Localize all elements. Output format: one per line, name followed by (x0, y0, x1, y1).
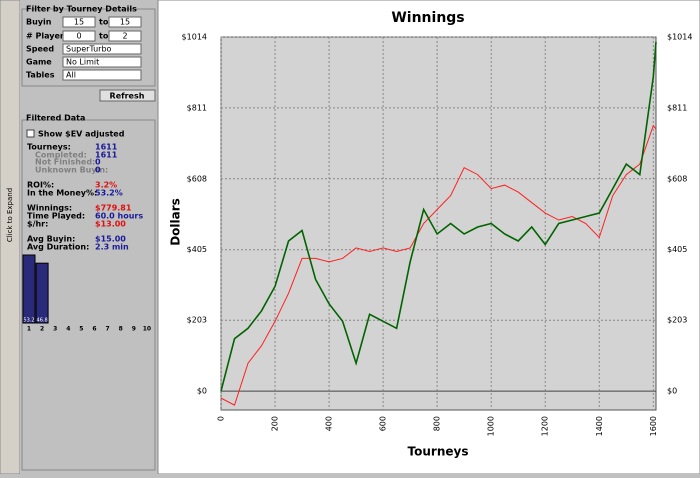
sidebar-label[interactable]: Click to Expand (6, 188, 14, 242)
stat-label: ROI%: (27, 181, 54, 190)
y2-tick-label: $608 (667, 174, 687, 183)
x-tick-label: 0 (217, 416, 226, 421)
filtered-box (21, 119, 156, 471)
hist-bar (22, 254, 36, 324)
hist-label: 8 (119, 326, 123, 333)
hist-label: 10 (143, 326, 151, 333)
chart-title: Winnings (391, 10, 464, 26)
label: to (99, 32, 109, 41)
y-tick-label: $0 (197, 387, 207, 396)
stat-label: Completed: (35, 151, 87, 160)
x-tick-label: 200 (271, 416, 280, 431)
select[interactable] (62, 69, 142, 81)
y-tick-label: $1014 (182, 33, 207, 42)
stat-value: $13.00 (95, 220, 126, 229)
label: # Players (26, 32, 69, 41)
input[interactable] (108, 30, 142, 42)
stat-value: $779.81 (95, 204, 132, 213)
y-tick-label: $811 (187, 103, 207, 112)
x-tick-label: 800 (433, 416, 442, 431)
stat-label: Avg Duration: (27, 243, 89, 252)
hist-value: 46.8 (37, 318, 48, 324)
x-tick-label: 600 (379, 416, 388, 431)
hist-label: 5 (79, 326, 83, 333)
stat-value: 3.2% (95, 181, 117, 190)
input-value: 2 (122, 32, 127, 41)
x-tick-label: 1200 (541, 416, 550, 436)
select-value: All (66, 71, 76, 80)
input-value: 15 (120, 18, 130, 27)
checkbox[interactable] (26, 129, 35, 138)
stat-value: 2.3 min (95, 243, 129, 252)
stat-label: Time Played: (27, 212, 85, 221)
x-tick-label: 1600 (649, 416, 658, 436)
stat-value: $15.00 (95, 235, 126, 244)
hist-label: 6 (92, 326, 96, 333)
stat-label: Winnings: (27, 204, 72, 213)
filter-title: Filter by Tourney Details (26, 5, 137, 14)
select[interactable] (62, 43, 142, 55)
filter-box (21, 8, 156, 87)
filtered-title: Filtered Data (26, 114, 85, 123)
input-value: 15 (74, 18, 84, 27)
label: Tables (26, 71, 55, 80)
hist-bar (35, 262, 49, 324)
input[interactable] (62, 16, 96, 28)
y-axis-label: Dollars (169, 198, 183, 246)
hist-label: 9 (132, 326, 136, 333)
stat-value: 53.2% (95, 189, 123, 198)
label: to (99, 18, 109, 27)
hist-label: 1 (27, 326, 31, 333)
input[interactable] (108, 16, 142, 28)
y2-tick-label: $203 (667, 316, 687, 325)
checkbox-label[interactable]: Show $EV adjusted (38, 130, 125, 139)
hist-label: 4 (66, 326, 70, 333)
series-line (220, 41, 657, 392)
stat-label: Unknown Buyin: (35, 166, 108, 175)
y2-tick-label: $405 (667, 245, 687, 254)
select-value: SuperTurbo (66, 45, 112, 54)
stat-value: 60.0 hours (95, 212, 143, 221)
y-tick-label: $608 (187, 174, 207, 183)
stat-label: Not Finished: (35, 158, 95, 167)
x-tick-label: 1000 (487, 416, 496, 436)
refresh-button[interactable] (99, 89, 156, 102)
stat-label: $/hr: (27, 220, 48, 229)
stat-value: 0 (95, 166, 101, 175)
x-axis-label: Tourneys (408, 445, 469, 459)
series-line (220, 124, 657, 406)
input-value: 0 (76, 32, 81, 41)
stat-value: 1611 (95, 151, 118, 160)
y2-tick-label: $811 (667, 103, 687, 112)
label: Game (26, 58, 52, 67)
hist-label: 3 (53, 326, 57, 333)
refresh-label[interactable]: Refresh (110, 92, 145, 101)
hist-value: 53.2 (23, 318, 34, 324)
label: Buyin (26, 18, 52, 27)
y-tick-label: $203 (187, 316, 207, 325)
select[interactable] (62, 56, 142, 68)
y2-tick-label: $1014 (667, 33, 692, 42)
y-tick-label: $405 (187, 245, 207, 254)
stat-value: 0 (95, 158, 101, 167)
stat-label: In the Money%: (27, 189, 97, 198)
input[interactable] (62, 30, 96, 42)
stat-label: Avg Buyin: (27, 235, 75, 244)
y2-tick-label: $0 (667, 387, 677, 396)
select-value: No Limit (66, 58, 99, 67)
x-tick-label: 400 (325, 416, 334, 431)
x-tick-label: 1400 (595, 416, 604, 436)
label: Speed (26, 45, 54, 54)
stat-label: Tourneys: (27, 143, 71, 152)
hist-label: 7 (106, 326, 110, 333)
plot-area (220, 36, 657, 411)
hist-label: 2 (40, 326, 44, 333)
stat-value: 1611 (95, 143, 118, 152)
